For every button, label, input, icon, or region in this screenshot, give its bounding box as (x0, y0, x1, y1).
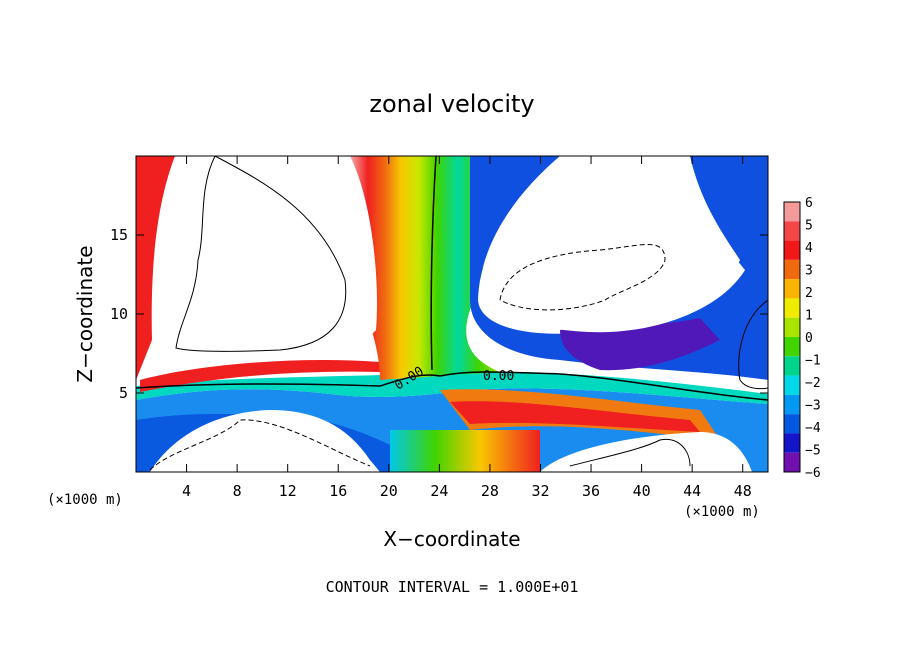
colorbar-swatch (784, 452, 800, 472)
x-tick-label: 8 (233, 482, 242, 500)
x-tick-label: 20 (380, 482, 398, 500)
colorbar-tick-label: 5 (805, 219, 813, 234)
zero-contour-main (136, 371, 768, 401)
x-tick-label: 24 (430, 482, 448, 500)
zero-contour-vertical (430, 156, 437, 371)
colorbar-tick-label: 2 (805, 286, 813, 301)
x-tick-label: 48 (734, 482, 752, 500)
heatmap-field (136, 156, 768, 472)
colorbar-swatch (784, 337, 800, 357)
contour-label-2: 0.00 (483, 369, 514, 384)
positive-band-lower-red (450, 401, 700, 432)
contour-lower-right (569, 438, 691, 467)
x-tick-label: 32 (531, 482, 549, 500)
x-tick-label: 12 (279, 482, 297, 500)
colorbar-tick-label: 1 (805, 309, 813, 324)
colorbar-swatch (784, 202, 800, 222)
x-tick-label: 28 (481, 482, 499, 500)
x-unit-label-left: (×1000 m) (47, 492, 123, 508)
x-tick-label: 44 (683, 482, 701, 500)
colorbar-swatch (784, 414, 800, 434)
chart-title: zonal velocity (369, 90, 534, 118)
colorbar-swatch (784, 375, 800, 395)
colorbar-swatch (784, 394, 800, 415)
positive-edge-left (136, 156, 175, 380)
colorbar-swatch (784, 259, 800, 280)
central-column (350, 156, 500, 380)
x-tick-label: 4 (182, 482, 191, 500)
colorbar-tick-label: 4 (805, 241, 813, 256)
colorbar-frame (783, 201, 801, 473)
x-axis-ticks: 4 8 12 16 20 24 28 32 36 40 44 48 (182, 156, 752, 500)
x-axis-title: X−coordinate (383, 527, 520, 551)
white-region-upper-left (164, 156, 377, 360)
white-region-lower-left (150, 410, 380, 472)
colorbar-swatch (784, 317, 800, 337)
colorbar-tick-label: 3 (805, 264, 813, 279)
white-region-lower-right (540, 432, 752, 472)
colorbar-tick-label: −2 (805, 376, 821, 391)
white-region-upper-right (480, 156, 745, 333)
contour-upper-left (175, 156, 347, 352)
contour-interval-note: CONTOUR INTERVAL = 1.000E+01 (326, 578, 579, 596)
colorbar-swatch (784, 279, 800, 299)
colorbar-swatch (784, 240, 800, 260)
y-axis-ticks: 5 10 15 (110, 226, 768, 402)
x-tick-label: 36 (582, 482, 600, 500)
colorbar-tick-label: 6 (805, 196, 813, 211)
colorbar-tick-label: −1 (805, 354, 821, 369)
colorbar-tick-label: 0 (805, 331, 813, 346)
colorbar-swatch (784, 433, 800, 453)
contour-dashed-upper-right (499, 244, 666, 311)
y-tick-label: 15 (110, 226, 128, 244)
colorbar-swatch (784, 221, 800, 241)
colorbar-tick-label: −4 (805, 421, 821, 436)
x-tick-label: 40 (633, 482, 651, 500)
y-tick-label: 10 (110, 305, 128, 323)
y-axis-title: Z−coordinate (73, 245, 97, 382)
colorbar-tick-label: −3 (805, 399, 821, 414)
x-unit-label-right: (×1000 m) (684, 504, 760, 520)
colorbar: 6 5 4 3 2 1 0 −1 −2 −3 −4 −5 −6 (783, 196, 821, 481)
positive-band-mid (140, 360, 380, 392)
colorbar-tick-label: −5 (805, 444, 821, 459)
colorbar-tick-label: −6 (805, 466, 821, 481)
colorbar-swatch (784, 356, 800, 376)
contour-right-edge (738, 299, 768, 390)
contour-dashed-lower-left (149, 419, 371, 471)
x-tick-label: 16 (329, 482, 347, 500)
positive-bottom-center (390, 430, 540, 472)
y-tick-label: 5 (119, 384, 128, 402)
colorbar-swatch (784, 298, 800, 318)
